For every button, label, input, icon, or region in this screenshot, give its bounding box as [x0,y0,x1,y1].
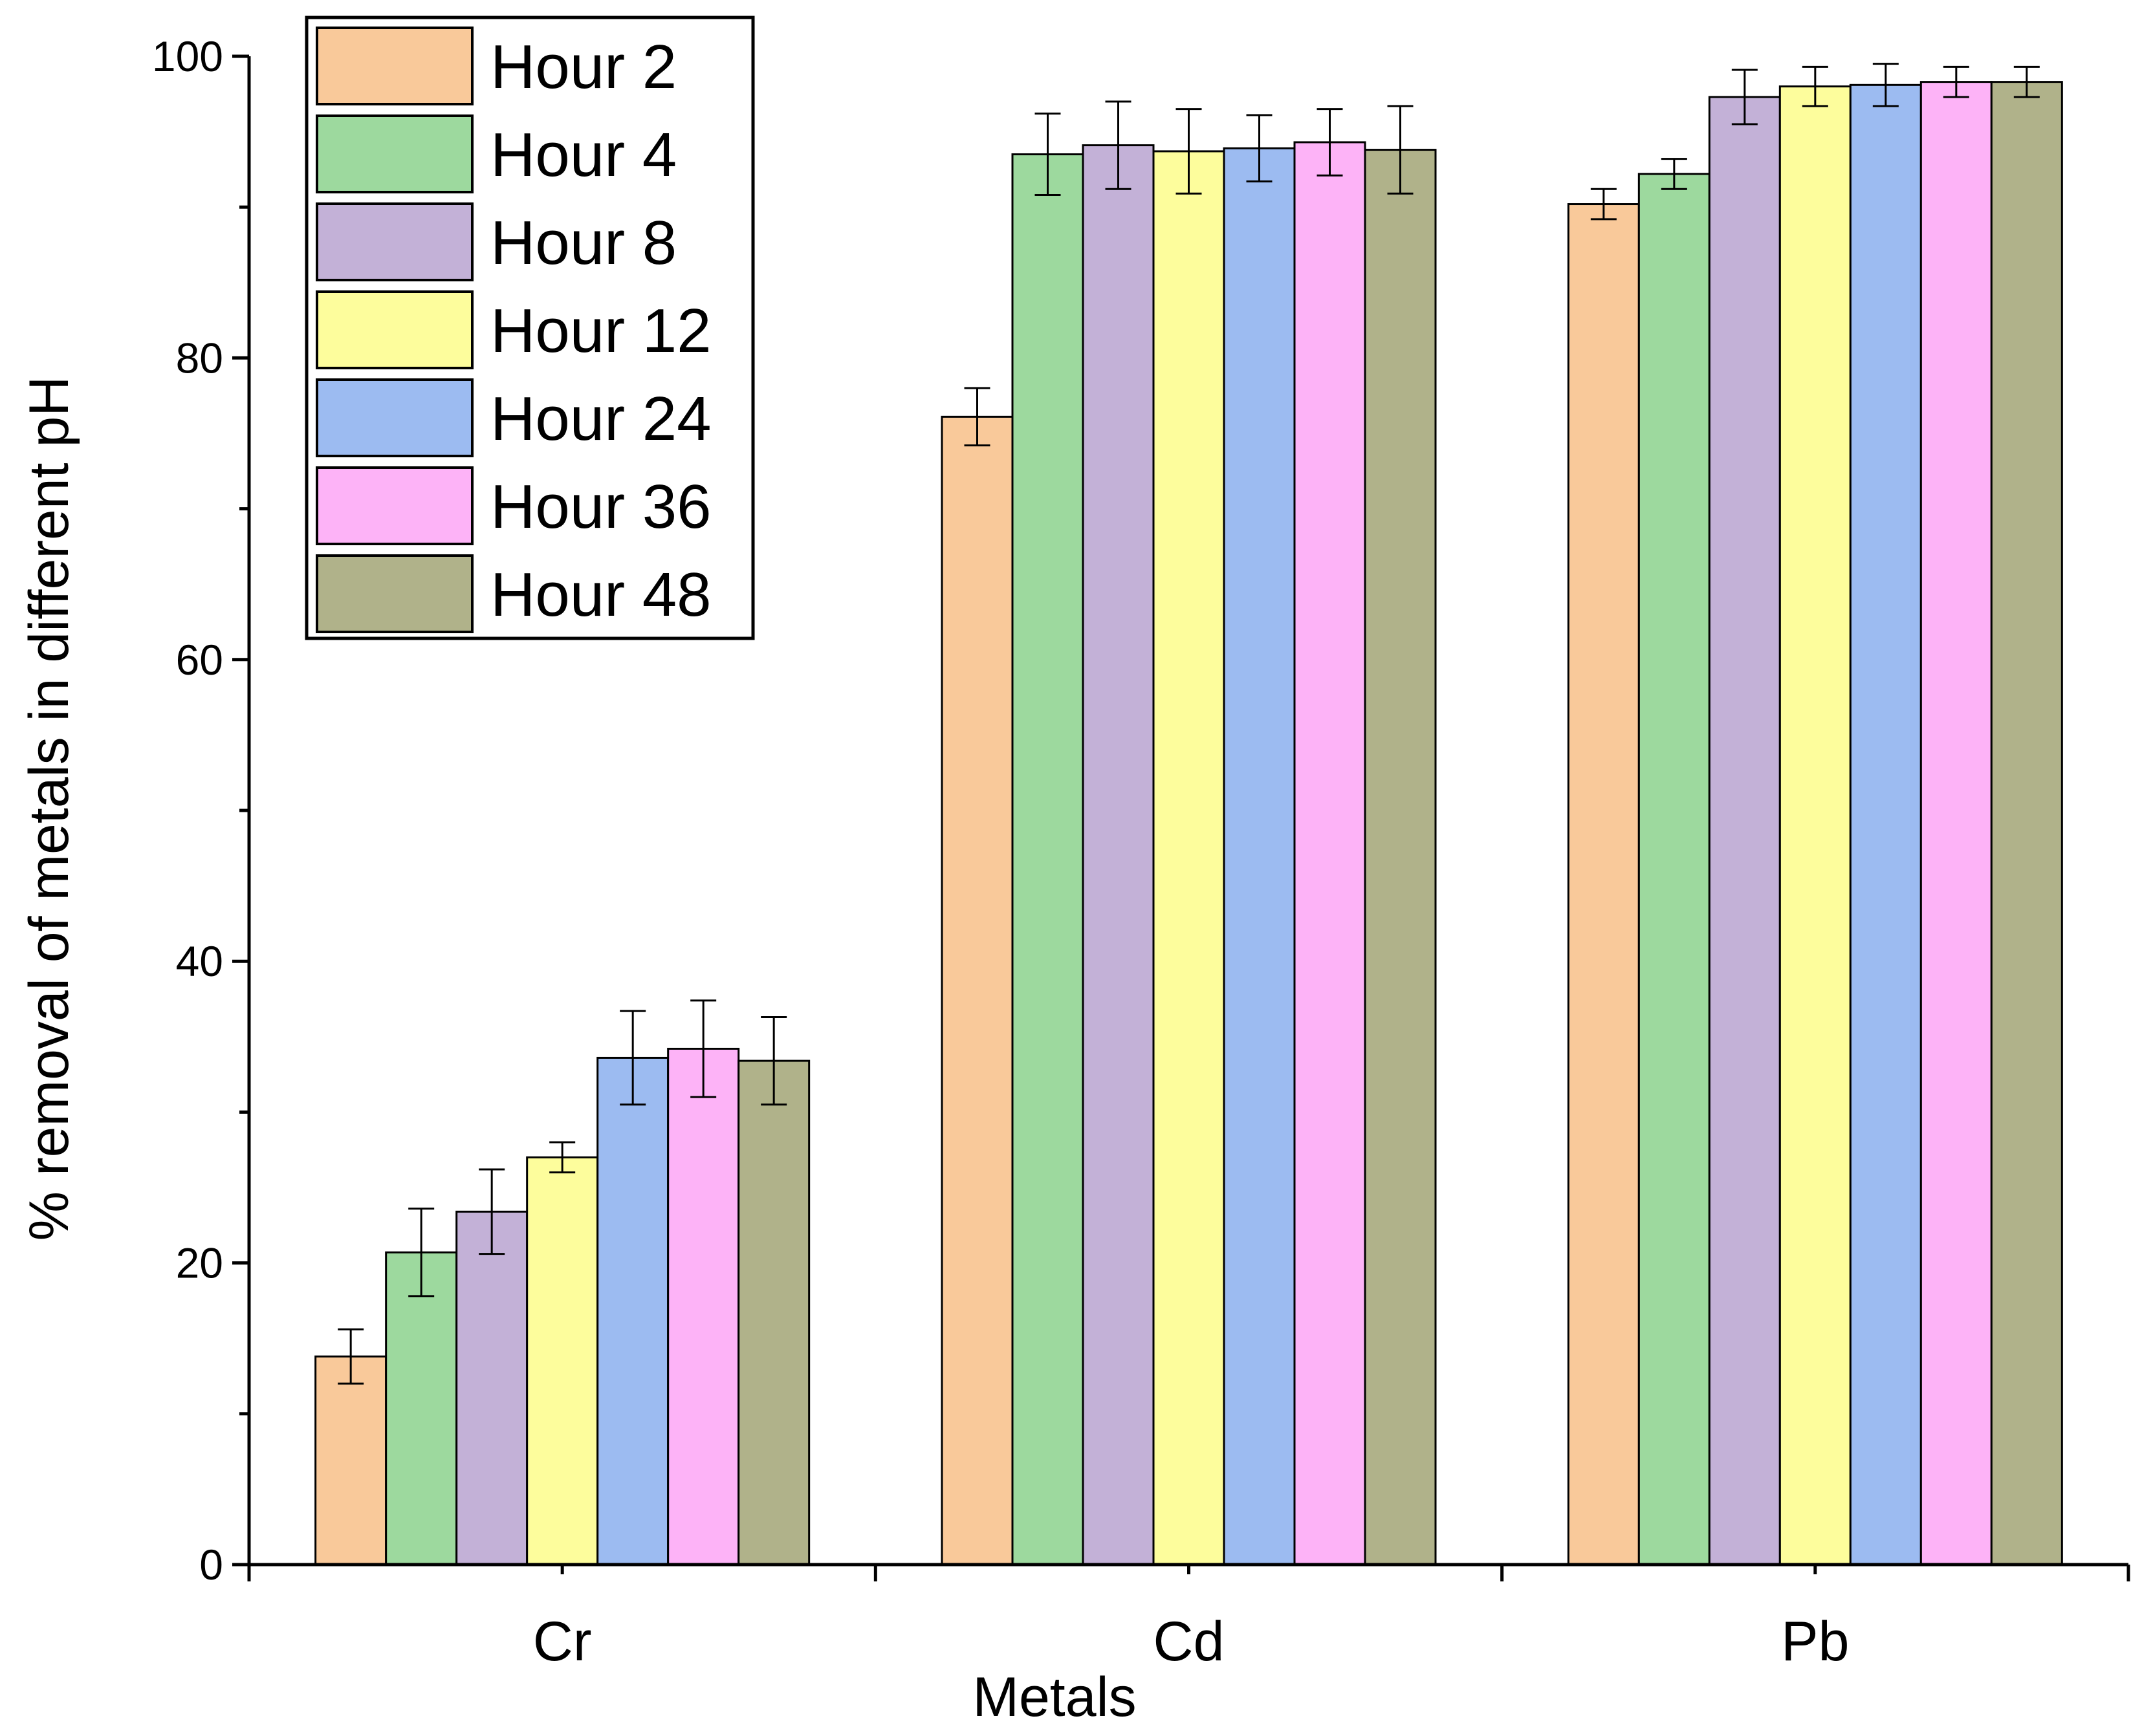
error-bar-hour-2-cr [338,1328,364,1385]
legend-swatch [316,554,474,633]
error-bar-hour-24-cd [1246,114,1273,183]
legend-item-hour-48: Hour 48 [316,554,712,633]
legend-label: Hour 8 [490,208,677,277]
legend-label: Hour 2 [490,32,677,102]
legend-label: Hour 24 [490,384,712,453]
error-bar-hour-8-cd [1105,100,1131,190]
legend-swatch [316,378,474,457]
bar-hour-4-cr [385,1251,458,1566]
bar-hour-2-pb [1567,203,1640,1566]
bar-hour-36-pb [1919,81,1993,1566]
legend-label: Hour 48 [490,560,712,629]
bar-hour-48-cr [738,1059,811,1566]
error-bar-hour-2-pb [1590,188,1617,221]
bar-hour-8-cr [455,1210,529,1566]
error-bar-hour-48-cr [761,1015,787,1106]
y-tick-label: 20 [176,1239,223,1287]
bar-hour-36-cr [667,1047,740,1566]
error-bars-layer [338,63,2040,1385]
y-axis-title: % removal of metals in different pH [18,376,80,1241]
legend-swatch [316,290,474,369]
legend-swatch [316,466,474,545]
error-bar-hour-48-cd [1387,105,1414,195]
bars-layer [314,81,2063,1566]
legend-items: Hour 2 Hour 4 Hour 8 Hour 12 Hour 24 Hour 36 H… [316,27,712,633]
bar-hour-12-pb [1778,85,1852,1566]
y-ticks-layer: 0 20 40 60 80 100 [152,32,249,1589]
legend-item-hour-12: Hour 12 [316,290,712,369]
y-tick-label: 0 [199,1541,223,1589]
error-bar-hour-4-cr [408,1208,435,1297]
bar-hour-8-cd [1082,144,1155,1566]
bar-hour-4-pb [1637,173,1710,1566]
legend-item-hour-2: Hour 2 [316,27,677,105]
y-tick-label: 80 [176,334,223,382]
bar-hour-2-cd [941,415,1014,1566]
x-tick-label-cr: Cr [533,1611,592,1673]
bar-hour-36-cd [1293,141,1366,1566]
legend-item-hour-36: Hour 36 [316,466,712,545]
error-bar-hour-4-cd [1034,113,1061,197]
legend: Hour 2 Hour 4 Hour 8 Hour 12 Hour 24 Hour 36 H… [305,16,755,640]
bar-hour-24-cr [596,1056,670,1566]
error-bar-hour-4-pb [1661,158,1687,190]
legend-label: Hour 12 [490,296,712,365]
error-bar-hour-12-cd [1175,108,1202,195]
legend-item-hour-8: Hour 8 [316,202,677,281]
bar-hour-4-cd [1011,153,1084,1566]
error-bar-hour-24-cr [620,1010,646,1106]
y-tick-label: 100 [152,32,223,80]
error-bar-hour-48-pb [2013,65,2040,98]
legend-item-hour-24: Hour 24 [316,378,712,457]
legend-swatch [316,27,474,105]
error-bar-hour-36-pb [1943,65,1969,98]
legend-label: Hour 4 [490,120,677,190]
error-bar-hour-36-cr [690,999,717,1098]
error-bar-hour-36-cd [1317,108,1343,177]
error-bar-hour-8-cr [479,1168,505,1255]
y-tick-label: 40 [176,937,223,985]
legend-swatch [316,114,474,193]
bar-hour-24-pb [1849,83,1922,1566]
bar-hour-24-cd [1223,147,1296,1566]
bar-hour-12-cd [1152,150,1225,1566]
legend-swatch [316,202,474,281]
bar-hour-48-cd [1364,149,1437,1566]
error-bar-hour-12-pb [1802,65,1828,107]
y-tick-label: 60 [176,636,223,684]
x-tick-label-cd: Cd [1153,1611,1225,1673]
bar-hour-12-cr [526,1156,599,1566]
error-bar-hour-24-pb [1872,63,1899,107]
x-tick-label-pb: Pb [1781,1611,1849,1673]
bar-hour-48-pb [1990,81,2063,1566]
error-bar-hour-12-cr [549,1141,576,1174]
error-bar-hour-8-pb [1731,69,1758,125]
bar-hour-8-pb [1708,96,1781,1566]
legend-item-hour-4: Hour 4 [316,114,677,193]
error-bar-hour-2-cd [964,387,990,447]
x-ticks-layer: Cr Cd Pb [247,1565,2130,1673]
x-axis-title: Metals [972,1666,1136,1728]
legend-label: Hour 36 [490,472,712,541]
bar-hour-2-cr [314,1355,388,1566]
